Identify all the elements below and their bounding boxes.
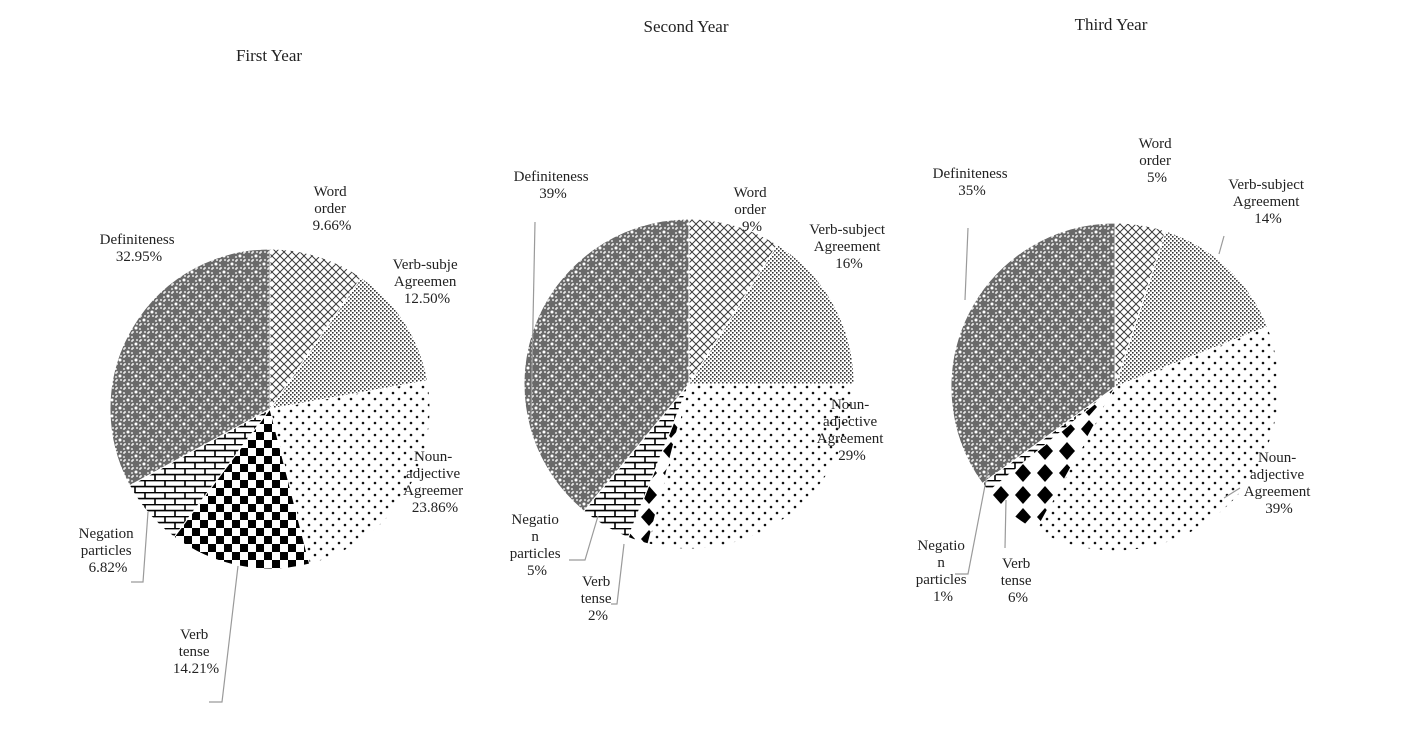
label-word-order-first: Word order 9.66% — [313, 184, 352, 234]
label-negation-first: Negation particles 6.82% — [79, 526, 138, 576]
pie-slice-noun-adjective-agreement-third-year — [1035, 325, 1280, 552]
leader-line-verb-tense-first — [209, 565, 239, 703]
leader-line-definiteness-third — [964, 227, 969, 301]
leader-line-noun-adjective-third — [1223, 487, 1241, 499]
label-negation-third: Negatio n particles 1% — [916, 538, 971, 605]
leader-line-negation-first — [131, 511, 149, 583]
label-negation-second: Negatio n particles 5% — [510, 512, 565, 579]
label-definiteness-second: Definiteness 39% — [514, 169, 593, 202]
label-verb-subject-third: Verb-subject Agreement 14% — [1228, 177, 1308, 227]
label-noun-adjective-second: Noun- adjective Agreement 29% — [817, 397, 887, 464]
pie-slice-definiteness-first-year — [109, 248, 271, 487]
leader-line-verb-tense-third — [1004, 499, 1007, 549]
label-verb-subject-first: Verb-subje Agreemen 12.50% — [393, 257, 462, 307]
chart-title-first-year: First Year — [236, 46, 302, 65]
pie-second-year — [523, 218, 855, 550]
label-word-order-second: Word order 9% — [734, 185, 771, 235]
pie-slice-definiteness-second-year — [523, 218, 690, 512]
leader-line-verb-subject-third — [1218, 235, 1225, 255]
label-word-order-third: Word order 5% — [1139, 136, 1176, 186]
pie-slice-verb-subject-agreement-first-year — [268, 276, 429, 410]
pie-third-year — [950, 222, 1280, 552]
pie-first-year — [109, 248, 431, 570]
label-verb-tense-third: Verb tense 6% — [1001, 556, 1036, 606]
chart-title-third-year: Third Year — [1075, 15, 1148, 34]
label-verb-tense-first: Verb tense 14.21% — [173, 627, 219, 677]
label-noun-adjective-first: Noun- adjective Agreemer 23.86% — [403, 449, 467, 516]
leader-line-negation-second — [569, 515, 599, 561]
label-definiteness-third: Definiteness 35% — [933, 166, 1012, 199]
chart-title-second-year: Second Year — [644, 17, 729, 36]
label-verb-tense-second: Verb tense 2% — [581, 574, 616, 624]
label-noun-adjective-third: Noun- adjective Agreement 39% — [1244, 450, 1314, 517]
leader-line-definiteness-second — [530, 221, 536, 421]
pie-slice-word-order-first-year — [269, 248, 362, 411]
label-verb-subject-second: Verb-subject Agreement 16% — [809, 222, 889, 272]
pie-slice-definiteness-third-year — [950, 222, 1116, 485]
label-definiteness-first: Definiteness 32.95% — [100, 232, 179, 265]
pie-slice-word-order-second-year — [688, 218, 779, 386]
pie-slice-noun-adjective-agreement-first-year — [269, 380, 431, 565]
pie-slice-verb-tense-first-year — [173, 407, 311, 570]
leader-line-verb-tense-second — [611, 543, 625, 605]
leader-line-negation-third — [955, 469, 989, 575]
pie-slice-noun-adjective-agreement-second-year — [647, 383, 855, 550]
pie-slice-verb-subject-agreement-second-year — [688, 243, 855, 385]
pie-slice-verb-subject-agreement-third-year — [1114, 230, 1269, 388]
